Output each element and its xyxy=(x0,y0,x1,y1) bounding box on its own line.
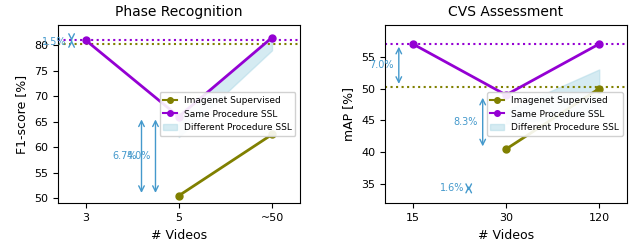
Legend: Imagenet Supervised, Same Procedure SSL, Different Procedure SSL: Imagenet Supervised, Same Procedure SSL,… xyxy=(487,93,623,136)
Title: Phase Recognition: Phase Recognition xyxy=(115,5,243,19)
Text: 8.3%: 8.3% xyxy=(454,117,478,127)
Title: CVS Assessment: CVS Assessment xyxy=(449,5,564,19)
Text: 1.5%: 1.5% xyxy=(42,37,67,47)
Legend: Imagenet Supervised, Same Procedure SSL, Different Procedure SSL: Imagenet Supervised, Same Procedure SSL,… xyxy=(159,93,296,136)
X-axis label: # Videos: # Videos xyxy=(151,229,207,242)
Text: 7.0%: 7.0% xyxy=(370,60,394,70)
Text: 6.7%: 6.7% xyxy=(113,151,137,161)
X-axis label: # Videos: # Videos xyxy=(478,229,534,242)
Y-axis label: F1-score [%]: F1-score [%] xyxy=(15,74,28,154)
Y-axis label: mAP [%]: mAP [%] xyxy=(342,87,355,141)
Text: 1.6%: 1.6% xyxy=(440,183,464,193)
Text: 4.0%: 4.0% xyxy=(127,151,151,161)
